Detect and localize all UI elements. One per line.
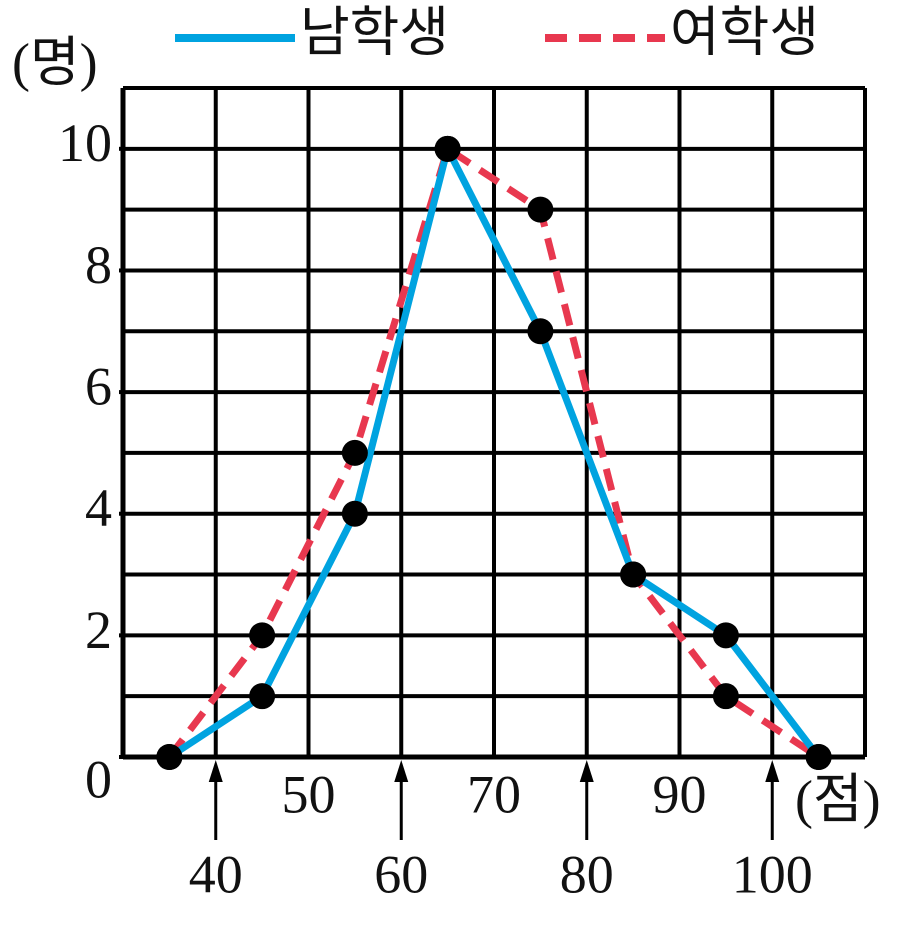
data-line [166, 145, 821, 760]
y-tick-label: 6 [85, 356, 112, 416]
data-point [712, 622, 739, 649]
x-tick-label: 60 [374, 844, 428, 904]
tick-arrow [208, 760, 223, 782]
data-point [249, 683, 276, 710]
y-tick-label: 10 [58, 113, 112, 173]
legend-label: 남학생 [300, 2, 449, 62]
x-tick-label: 50 [282, 764, 336, 824]
x-tick-label: 40 [189, 844, 243, 904]
data-line [167, 145, 822, 760]
tick-arrow [765, 760, 780, 782]
tick-arrow [579, 760, 594, 782]
data-point [156, 744, 183, 770]
data-point [341, 500, 368, 527]
y-tick-label: 4 [85, 478, 112, 538]
data-point [527, 196, 554, 223]
tick-arrow [394, 760, 409, 782]
y-tick-label: 2 [85, 600, 112, 660]
x-tick-label: 70 [467, 764, 521, 824]
data-point [805, 744, 832, 770]
x-tick-label: 90 [653, 764, 707, 824]
legend-label: 여학생 [670, 2, 819, 62]
data-point [620, 561, 647, 588]
x-tick-label: 100 [732, 844, 813, 904]
data-point [527, 318, 554, 345]
data-point [249, 622, 276, 649]
y-tick-label: 8 [85, 235, 112, 295]
x-tick-label: 80 [560, 844, 614, 904]
y-axis-label: (명) [12, 32, 98, 92]
data-point [341, 439, 368, 466]
data-point [712, 683, 739, 710]
data-point [434, 135, 461, 162]
x-axis-label: (점) [795, 769, 881, 829]
y-tick-label: 0 [85, 749, 112, 809]
